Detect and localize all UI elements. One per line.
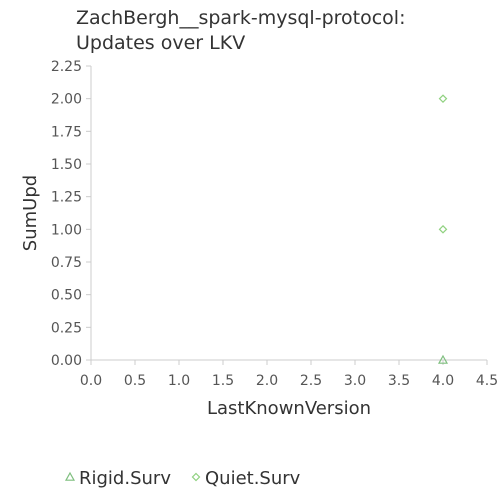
point-rigid-surv — [437, 354, 449, 364]
x-tick-label: 2.0 — [256, 373, 278, 389]
x-axis-ticks: 0.0 0.5 1.0 1.5 2.0 2.5 3.0 3.5 4.0 4.5 — [80, 360, 498, 389]
x-axis-label: LastKnownVersion — [207, 398, 371, 419]
y-axis-ticks: 0.00 0.25 0.50 0.75 1.00 1.25 1.50 1.75 2.00 2.25 — [51, 59, 91, 369]
legend: Rigid.Surv Quiet.Surv — [64, 468, 301, 489]
legend-label-quiet-surv: Quiet.Surv — [205, 468, 301, 489]
x-tick-label: 4.0 — [432, 373, 454, 389]
y-tick-label: 1.00 — [51, 222, 82, 238]
y-tick-label: 0.00 — [51, 353, 82, 369]
x-tick-label: 1.0 — [168, 373, 190, 389]
data-points — [437, 94, 449, 364]
x-tick-label: 2.5 — [300, 373, 322, 389]
y-tick-label: 1.75 — [51, 124, 82, 140]
x-tick-label: 3.5 — [388, 373, 410, 389]
legend-marker-quiet-surv — [191, 472, 201, 482]
y-tick-label: 0.25 — [51, 320, 82, 336]
legend-marker-rigid-surv — [64, 471, 76, 481]
y-tick-label: 1.50 — [51, 157, 82, 173]
y-tick-label: 1.25 — [51, 190, 82, 206]
y-tick-label: 2.25 — [51, 59, 82, 75]
chart-title-line-1: ZachBergh__spark-mysql-protocol: — [76, 7, 405, 29]
chart-title: ZachBergh__spark-mysql-protocol: Updates… — [76, 7, 405, 54]
y-tick-label: 0.50 — [51, 288, 82, 304]
y-axis-label: SumUpd — [20, 175, 41, 251]
x-tick-label: 4.5 — [476, 373, 498, 389]
legend-label-rigid-surv: Rigid.Surv — [79, 468, 171, 489]
x-tick-label: 3.0 — [344, 373, 366, 389]
x-tick-label: 0.5 — [124, 373, 146, 389]
x-tick-label: 0.0 — [80, 373, 102, 389]
point-quiet-surv — [438, 224, 448, 234]
y-tick-label: 2.00 — [51, 92, 82, 108]
y-tick-label: 0.75 — [51, 255, 82, 271]
chart-title-line-2: Updates over LKV — [76, 32, 245, 54]
x-tick-label: 1.5 — [212, 373, 234, 389]
point-quiet-surv — [438, 94, 448, 104]
